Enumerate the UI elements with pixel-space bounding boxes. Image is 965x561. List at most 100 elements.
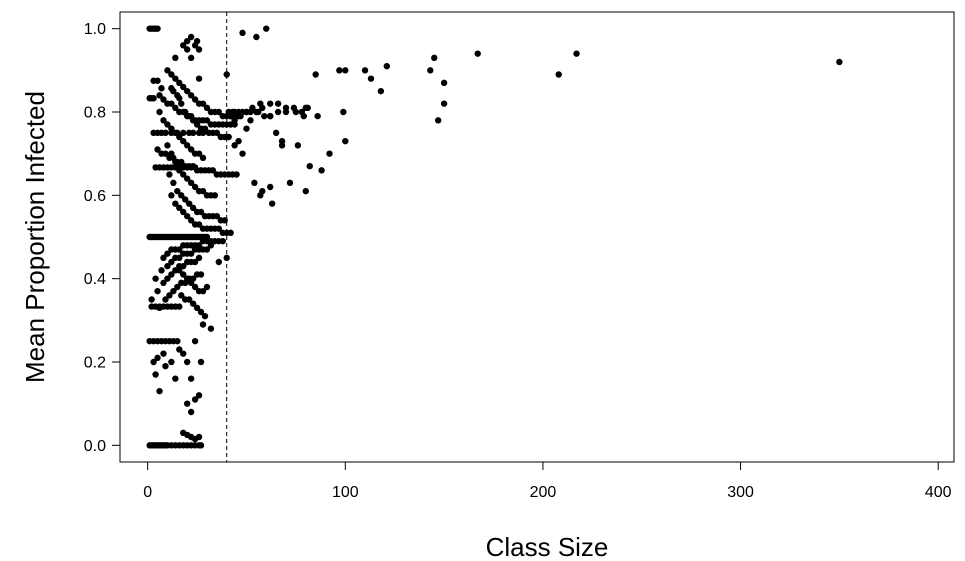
data-point [342, 137, 349, 145]
data-point [278, 142, 286, 149]
data-point [263, 25, 270, 32]
data-point [253, 33, 260, 41]
data-point [180, 271, 187, 278]
data-point [434, 117, 442, 124]
data-point [197, 208, 205, 216]
data-point [261, 112, 268, 120]
data-point [160, 254, 167, 262]
data-point [174, 187, 181, 195]
data-point [156, 108, 163, 116]
data-point [193, 304, 201, 312]
data-point [326, 150, 333, 157]
data-point [195, 150, 203, 157]
data-point [573, 50, 580, 57]
x-tick-label: 400 [925, 484, 952, 501]
y-tick-label: 0.8 [84, 105, 106, 122]
data-point [148, 296, 155, 303]
data-point [168, 358, 175, 366]
data-point [195, 254, 203, 262]
data-point [162, 296, 169, 303]
y-tick-label: 0.4 [84, 271, 106, 288]
data-point [183, 37, 191, 45]
data-point [150, 95, 157, 102]
data-point [172, 200, 179, 207]
data-point [183, 142, 191, 149]
x-axis: 0 100 200 300 400 [143, 462, 952, 501]
data-point [164, 275, 171, 282]
y-tick-label: 0.0 [84, 438, 106, 455]
data-point [207, 325, 215, 332]
data-point [180, 350, 187, 357]
data-point [182, 196, 189, 203]
data-point [199, 321, 207, 328]
data-point [219, 237, 226, 245]
data-point [233, 171, 240, 178]
data-point [201, 312, 209, 320]
data-point [187, 54, 195, 62]
data-point [300, 112, 307, 120]
data-point [180, 137, 187, 145]
y-axis: 0.0 0.2 0.4 0.6 0.8 1.0 [84, 21, 120, 455]
data-point [203, 283, 211, 291]
data-point [555, 71, 562, 78]
data-point [197, 358, 205, 366]
data-point [203, 104, 211, 112]
data-point [231, 117, 238, 124]
data-point [180, 171, 187, 178]
data-point [203, 246, 211, 253]
data-point [183, 275, 191, 282]
data-point [193, 121, 201, 128]
data-point [189, 300, 197, 307]
data-point [257, 100, 264, 107]
data-point [168, 125, 175, 132]
data-point [164, 142, 171, 149]
data-point [191, 183, 199, 191]
data-point [266, 183, 274, 191]
data-point [180, 42, 187, 49]
data-point [187, 279, 195, 287]
x-tick-label: 0 [143, 484, 152, 501]
data-point [176, 95, 183, 102]
data-point [213, 212, 221, 220]
data-point [156, 92, 163, 99]
data-point [255, 108, 262, 116]
data-point [268, 200, 276, 207]
data-point [201, 125, 209, 132]
data-point [185, 296, 193, 303]
data-point [166, 171, 173, 178]
data-point [183, 175, 191, 182]
data-point [174, 283, 181, 291]
data-point [189, 204, 197, 212]
data-point [302, 187, 309, 195]
data-point [162, 150, 169, 157]
data-point [189, 162, 197, 170]
data-point [197, 442, 205, 449]
y-axis-title: Mean Proportion Infected [20, 91, 50, 383]
data-point [166, 292, 173, 299]
data-point [383, 62, 391, 70]
data-point [340, 108, 347, 116]
data-point [158, 85, 165, 92]
data-point [286, 179, 294, 187]
data-point [211, 192, 219, 199]
data-point [150, 358, 157, 366]
data-point [215, 258, 223, 266]
data-point [239, 29, 246, 37]
data-point [221, 217, 228, 224]
data-point [235, 112, 242, 120]
data-point [195, 46, 203, 53]
data-point [176, 246, 183, 253]
data-point [187, 375, 195, 382]
data-point [187, 217, 195, 224]
data-point [180, 262, 187, 270]
data-point [176, 267, 183, 274]
data-point [314, 112, 321, 120]
data-point [160, 96, 167, 103]
data-point [207, 242, 215, 249]
data-point [174, 337, 181, 345]
x-axis-title: Class Size [486, 532, 609, 561]
data-point [195, 221, 203, 228]
data-point [183, 46, 191, 53]
data-point [185, 112, 193, 120]
